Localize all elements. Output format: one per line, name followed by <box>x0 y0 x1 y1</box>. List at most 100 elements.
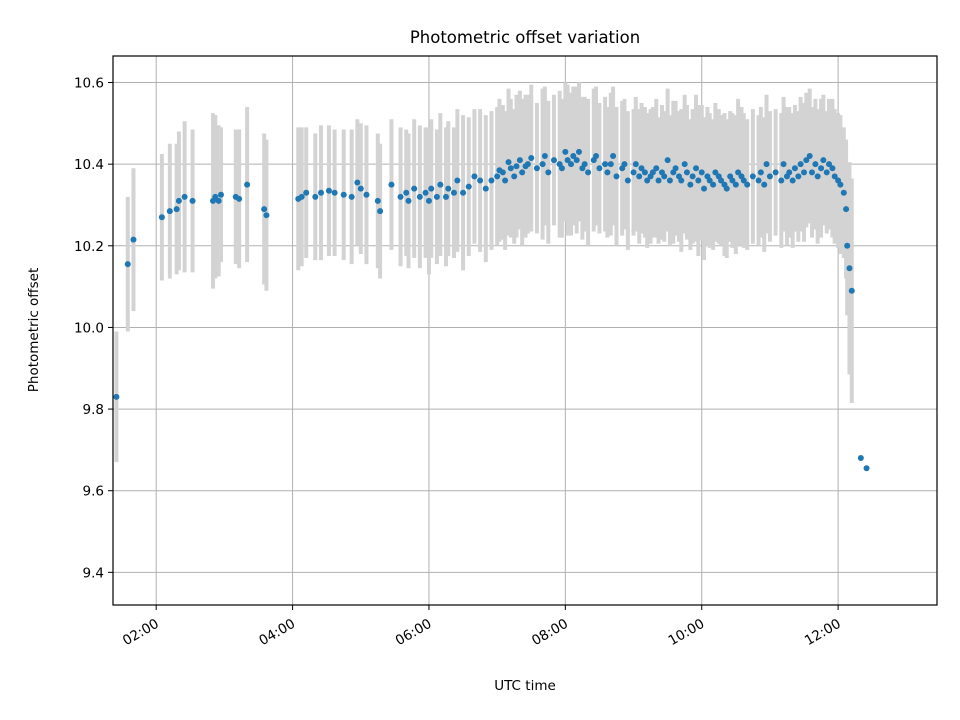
data-point <box>450 189 457 196</box>
data-point <box>778 177 785 184</box>
data-point <box>581 161 588 168</box>
data-point <box>693 165 700 172</box>
data-point <box>818 165 825 172</box>
data-point <box>761 181 768 188</box>
data-point <box>564 157 571 164</box>
data-point <box>502 177 509 184</box>
data-point <box>363 191 370 198</box>
data-point <box>857 455 864 462</box>
data-point <box>397 193 404 200</box>
data-point <box>212 193 219 200</box>
data-point <box>454 177 461 184</box>
data-point <box>519 169 526 176</box>
data-point <box>348 193 355 200</box>
chart-title: Photometric offset variation <box>410 28 640 47</box>
y-tick-label: 9.4 <box>83 565 104 581</box>
data-point <box>602 161 609 168</box>
data-point <box>829 165 836 172</box>
data-point <box>803 157 810 164</box>
data-point <box>653 165 660 172</box>
data-point <box>471 173 478 180</box>
data-point <box>533 165 540 172</box>
data-point <box>706 177 713 184</box>
data-point <box>840 189 847 196</box>
data-point <box>632 161 639 168</box>
data-point <box>848 287 855 294</box>
data-point <box>416 193 423 200</box>
data-point <box>317 189 324 196</box>
data-point <box>513 163 520 170</box>
data-point <box>604 169 611 176</box>
data-point <box>325 187 332 194</box>
data-point <box>460 189 467 196</box>
data-point <box>801 169 808 176</box>
data-point <box>755 177 762 184</box>
data-point <box>405 197 412 204</box>
data-point <box>613 173 620 180</box>
data-point <box>539 161 546 168</box>
data-point <box>437 181 444 188</box>
data-point <box>541 153 548 160</box>
data-point <box>494 173 501 180</box>
data-point <box>263 212 270 219</box>
data-point <box>795 173 802 180</box>
data-point <box>173 206 180 213</box>
data-point <box>797 161 804 168</box>
data-point <box>624 177 631 184</box>
data-point <box>610 153 617 160</box>
data-point <box>812 161 819 168</box>
data-point <box>568 161 575 168</box>
data-point <box>236 195 243 202</box>
data-point <box>124 261 131 268</box>
y-axis-ticks: 9.4 9.6 9.8 10.0 10.2 10.4 10.6 <box>74 76 113 581</box>
data-point <box>683 169 690 176</box>
data-point <box>710 181 717 188</box>
y-axis-label: Photometric offset <box>26 268 42 392</box>
data-point <box>433 193 440 200</box>
data-point <box>621 161 628 168</box>
data-point <box>823 169 830 176</box>
data-point <box>831 173 838 180</box>
data-point <box>806 153 813 160</box>
data-point <box>630 169 637 176</box>
data-point <box>723 185 730 192</box>
data-point <box>261 206 268 213</box>
y-tick-label: 10.2 <box>74 239 104 255</box>
data-point <box>786 169 793 176</box>
data-point <box>443 193 450 200</box>
data-point <box>732 181 739 188</box>
data-point <box>585 169 592 176</box>
data-point <box>698 169 705 176</box>
data-point <box>562 148 569 155</box>
data-point <box>757 169 764 176</box>
data-point <box>175 197 182 204</box>
data-point <box>678 177 685 184</box>
data-point <box>607 161 614 168</box>
data-point <box>735 169 742 176</box>
data-point <box>666 177 673 184</box>
data-point <box>465 183 472 190</box>
data-point <box>791 165 798 172</box>
data-point <box>644 177 651 184</box>
data-point <box>672 165 679 172</box>
data-point <box>712 169 719 176</box>
data-point <box>524 161 531 168</box>
data-point <box>166 208 173 215</box>
data-point <box>425 197 432 204</box>
data-point <box>545 169 552 176</box>
data-point <box>740 177 747 184</box>
data-point <box>638 165 645 172</box>
data-point <box>505 159 512 166</box>
data-point <box>846 265 853 272</box>
data-point <box>661 173 668 180</box>
data-point <box>244 181 251 188</box>
data-point <box>780 161 787 168</box>
data-point <box>499 169 506 176</box>
data-point <box>766 173 773 180</box>
data-point <box>593 153 600 160</box>
data-point <box>158 214 165 221</box>
data-point <box>718 177 725 184</box>
data-point <box>181 193 188 200</box>
data-point <box>331 189 338 196</box>
